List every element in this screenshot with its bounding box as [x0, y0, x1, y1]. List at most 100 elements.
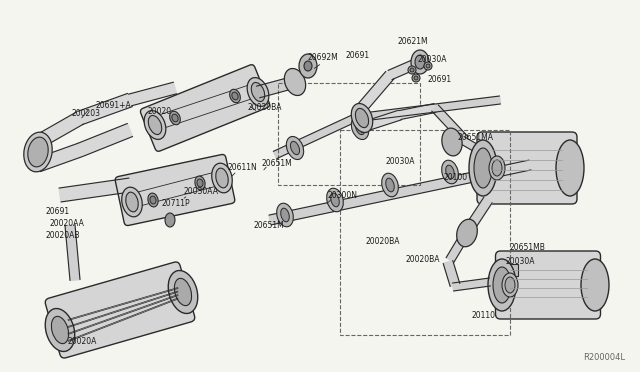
Polygon shape	[461, 197, 492, 238]
Ellipse shape	[252, 83, 265, 102]
FancyBboxPatch shape	[45, 262, 195, 358]
Ellipse shape	[581, 259, 609, 311]
Ellipse shape	[469, 140, 497, 196]
Ellipse shape	[489, 156, 505, 180]
Ellipse shape	[445, 165, 454, 179]
Ellipse shape	[505, 277, 515, 293]
Text: 200203: 200203	[72, 109, 101, 118]
Bar	[340, 130, 510, 335]
Polygon shape	[77, 124, 132, 157]
Ellipse shape	[381, 173, 398, 197]
Text: 20651M: 20651M	[262, 158, 292, 167]
Ellipse shape	[410, 68, 414, 72]
Text: 20030A: 20030A	[385, 157, 415, 167]
Text: 20691: 20691	[428, 76, 452, 84]
Polygon shape	[356, 71, 394, 113]
Ellipse shape	[144, 110, 166, 140]
Polygon shape	[432, 105, 468, 143]
Polygon shape	[399, 103, 436, 119]
Ellipse shape	[230, 89, 241, 103]
Polygon shape	[65, 225, 80, 280]
Ellipse shape	[493, 267, 511, 303]
Ellipse shape	[122, 187, 142, 217]
Text: 20691+A: 20691+A	[95, 100, 131, 109]
Ellipse shape	[28, 137, 48, 167]
Polygon shape	[129, 82, 177, 106]
Polygon shape	[460, 137, 490, 158]
Ellipse shape	[172, 114, 178, 122]
Ellipse shape	[412, 74, 420, 82]
Ellipse shape	[414, 76, 418, 80]
Ellipse shape	[126, 192, 138, 212]
Ellipse shape	[474, 148, 492, 188]
Polygon shape	[36, 144, 83, 171]
Polygon shape	[77, 93, 132, 125]
Bar	[443, 135, 461, 149]
Text: 20020AA: 20020AA	[50, 219, 85, 228]
FancyBboxPatch shape	[477, 132, 577, 204]
Text: 20711P: 20711P	[162, 199, 191, 208]
Polygon shape	[269, 160, 531, 225]
Text: 20691: 20691	[345, 51, 369, 60]
Text: 20030A: 20030A	[418, 55, 447, 64]
Ellipse shape	[174, 278, 191, 306]
Ellipse shape	[247, 78, 269, 106]
Ellipse shape	[426, 64, 430, 68]
Text: 20692M: 20692M	[308, 54, 339, 62]
Ellipse shape	[284, 68, 306, 96]
Ellipse shape	[331, 193, 339, 207]
Bar	[502, 264, 518, 276]
Ellipse shape	[216, 168, 228, 188]
Text: 20611N: 20611N	[227, 164, 257, 173]
Ellipse shape	[492, 160, 502, 176]
Ellipse shape	[355, 121, 365, 135]
Ellipse shape	[502, 273, 518, 297]
Ellipse shape	[148, 193, 158, 207]
Ellipse shape	[212, 163, 232, 193]
Ellipse shape	[442, 128, 462, 156]
Text: 20020A: 20020A	[68, 337, 97, 346]
Text: 20621M: 20621M	[398, 38, 429, 46]
Ellipse shape	[165, 213, 175, 227]
Text: 20651MA: 20651MA	[457, 134, 493, 142]
Ellipse shape	[408, 66, 416, 74]
Ellipse shape	[326, 188, 343, 212]
Polygon shape	[355, 96, 500, 122]
Polygon shape	[59, 178, 131, 202]
Ellipse shape	[355, 108, 369, 128]
FancyBboxPatch shape	[140, 65, 269, 151]
Bar	[458, 225, 476, 241]
Ellipse shape	[148, 115, 162, 135]
Ellipse shape	[168, 270, 198, 314]
Ellipse shape	[232, 92, 238, 100]
Ellipse shape	[351, 103, 372, 132]
FancyBboxPatch shape	[495, 251, 600, 319]
Polygon shape	[444, 260, 460, 286]
Text: 20100: 20100	[444, 173, 468, 183]
Ellipse shape	[457, 219, 477, 247]
Text: 20691: 20691	[45, 208, 69, 217]
Polygon shape	[257, 76, 296, 98]
Ellipse shape	[51, 316, 68, 344]
Polygon shape	[35, 112, 83, 148]
Ellipse shape	[195, 176, 205, 190]
Text: R200004L: R200004L	[583, 353, 625, 362]
Ellipse shape	[45, 308, 75, 352]
Ellipse shape	[424, 62, 432, 70]
Text: 20030AA: 20030AA	[183, 187, 218, 196]
FancyBboxPatch shape	[115, 154, 235, 225]
Ellipse shape	[415, 55, 425, 69]
Ellipse shape	[291, 141, 300, 155]
Text: 20300N: 20300N	[328, 190, 358, 199]
Ellipse shape	[150, 196, 156, 204]
Polygon shape	[273, 114, 356, 158]
Text: 20030A: 20030A	[505, 257, 534, 266]
Text: 20020BA: 20020BA	[405, 256, 440, 264]
Text: 20651MB: 20651MB	[510, 244, 546, 253]
Ellipse shape	[197, 179, 203, 187]
Text: 20020BA: 20020BA	[365, 237, 399, 247]
Text: 20110: 20110	[472, 311, 496, 320]
Ellipse shape	[281, 208, 289, 222]
Polygon shape	[452, 278, 490, 291]
Ellipse shape	[286, 137, 303, 160]
